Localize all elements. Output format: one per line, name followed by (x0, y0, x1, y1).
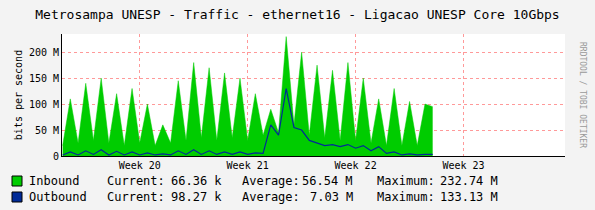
svg-text:133.13 M: 133.13 M (440, 190, 498, 204)
svg-text:Week 22: Week 22 (335, 160, 377, 171)
svg-text:RRDTOOL / TOBI OETIKER: RRDTOOL / TOBI OETIKER (578, 42, 587, 148)
svg-text:200 M: 200 M (29, 47, 59, 58)
svg-text:232.74 M: 232.74 M (440, 174, 498, 188)
svg-text:bits per second: bits per second (13, 50, 24, 140)
svg-text:Week 20: Week 20 (119, 160, 161, 171)
svg-text:Average:: Average: (242, 174, 300, 188)
svg-text:56.54 M: 56.54 M (302, 174, 353, 188)
svg-text:Maximum:: Maximum: (377, 174, 435, 188)
svg-text:50 M: 50 M (35, 125, 59, 136)
svg-text:Outbound: Outbound (29, 190, 87, 204)
svg-text:Average:: Average: (242, 190, 300, 204)
svg-text:Week 21: Week 21 (227, 160, 269, 171)
svg-text:7.03 M: 7.03 M (310, 190, 353, 204)
svg-text:Current:: Current: (107, 190, 165, 204)
svg-text:0: 0 (53, 151, 59, 162)
svg-text:100 M: 100 M (29, 99, 59, 110)
svg-text:Week 23: Week 23 (442, 160, 484, 171)
svg-text:66.36 k: 66.36 k (171, 174, 222, 188)
svg-text:Maximum:: Maximum: (377, 190, 435, 204)
svg-text:Current:: Current: (107, 174, 165, 188)
svg-text:150 M: 150 M (29, 73, 59, 84)
svg-text:Inbound: Inbound (29, 174, 80, 188)
svg-text:Metrosampa UNESP - Traffic - e: Metrosampa UNESP - Traffic - ethernet16 … (35, 7, 559, 22)
svg-text:98.27 k: 98.27 k (171, 190, 222, 204)
